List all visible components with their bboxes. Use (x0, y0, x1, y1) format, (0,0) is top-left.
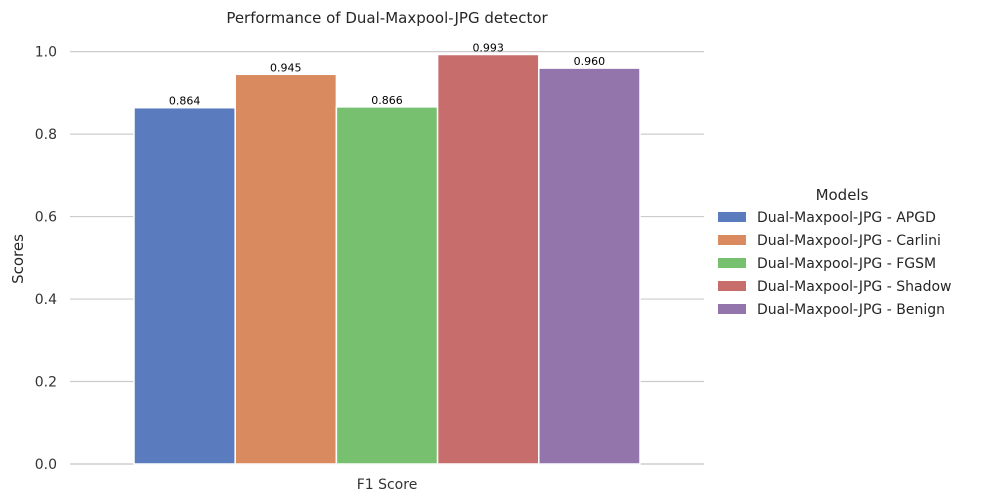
y-tick-label: 0.2 (35, 375, 57, 391)
bar-fgsm (335, 106, 439, 465)
legend-entry: Dual-Maxpool-JPG - FGSM (757, 256, 936, 272)
y-tick-label: 0.8 (35, 127, 57, 143)
bars (133, 53, 641, 465)
y-tick-label: 1.0 (35, 45, 57, 61)
legend-title: Models (816, 186, 869, 204)
legend-entry: Dual-Maxpool-JPG - Shadow (757, 279, 951, 295)
bar-benign (538, 67, 641, 465)
legend-entry: Dual-Maxpool-JPG - APGD (757, 210, 936, 226)
legend-entry: Dual-Maxpool-JPG - Carlini (757, 233, 941, 249)
bar-apgd (133, 106, 236, 465)
legend-swatch (718, 258, 746, 268)
data-labels: 0.864 0.945 0.866 0.993 0.960 (169, 42, 605, 108)
x-tick-label: F1 Score (357, 477, 418, 493)
y-axis-label: Scores (9, 234, 27, 284)
bar-shadow (436, 53, 540, 465)
chart-title: Performance of Dual-Maxpool-JPG detector (226, 9, 548, 27)
bar-carlini (234, 73, 338, 465)
y-tick-label: 0.6 (35, 210, 57, 226)
legend-swatch (718, 304, 746, 314)
legend-swatch (718, 212, 746, 222)
data-label: 0.864 (169, 95, 201, 108)
legend-entry: Dual-Maxpool-JPG - Benign (757, 302, 945, 318)
data-label: 0.993 (472, 42, 504, 55)
y-tick-label: 0.4 (35, 292, 57, 308)
data-label: 0.960 (574, 55, 606, 68)
legend-swatch (718, 235, 746, 245)
legend-swatch (718, 281, 746, 291)
axis-ticks: 0.0 0.2 0.4 0.6 0.8 1.0 F1 Score (35, 45, 418, 493)
legend: Models Dual-Maxpool-JPG - APGD Dual-Maxpo… (718, 186, 951, 318)
data-label: 0.945 (270, 61, 302, 74)
data-label: 0.866 (371, 94, 403, 107)
y-tick-label: 0.0 (35, 457, 57, 473)
